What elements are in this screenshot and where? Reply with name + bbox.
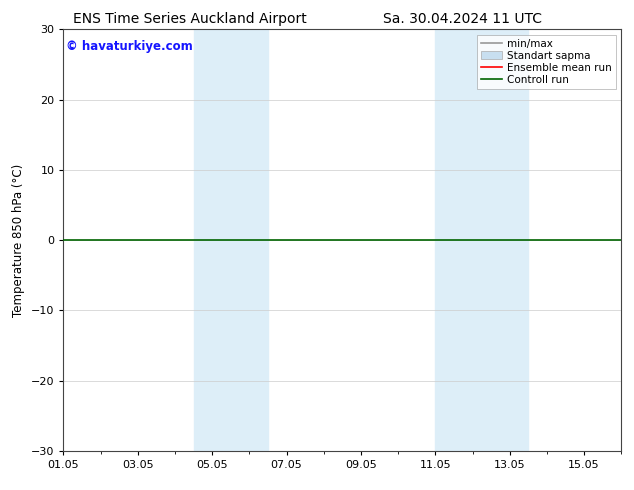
Y-axis label: Temperature 850 hPa (°C): Temperature 850 hPa (°C) [12, 164, 25, 317]
Bar [436, 29, 528, 451]
Bar [193, 29, 268, 451]
Text: © havaturkiye.com: © havaturkiye.com [66, 40, 193, 53]
Text: Sa. 30.04.2024 11 UTC: Sa. 30.04.2024 11 UTC [384, 12, 542, 26]
Text: ENS Time Series Auckland Airport: ENS Time Series Auckland Airport [74, 12, 307, 26]
Legend: min/max, Standart sapma, Ensemble mean run, Controll run: min/max, Standart sapma, Ensemble mean r… [477, 35, 616, 89]
